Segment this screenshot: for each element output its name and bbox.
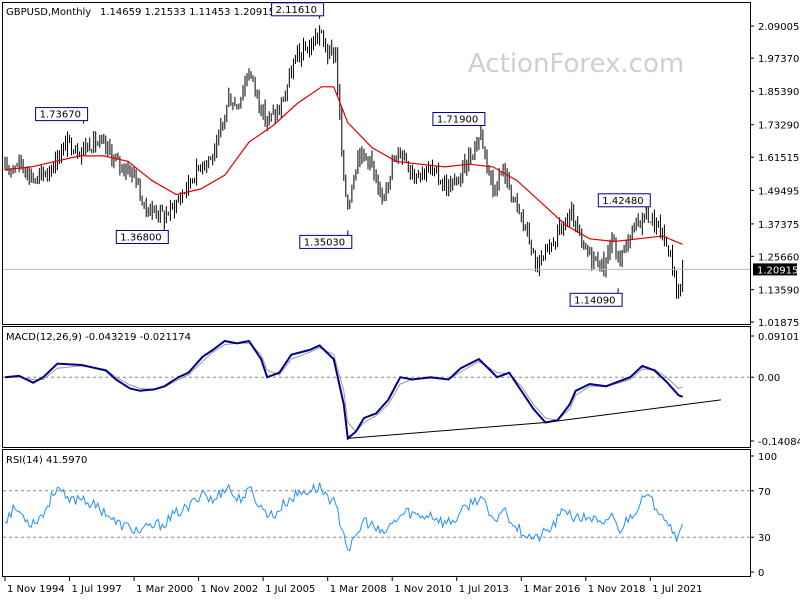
xtick-label-3: 1 Nov 2002 [201, 584, 259, 595]
price-panel-ohlc: 1.14659 1.21533 1.11453 1.20915 [100, 7, 275, 18]
rsi-ytick-label-0: 100 [758, 452, 777, 463]
macd-trendline-1 [545, 399, 721, 423]
annotation-box-6 [597, 193, 651, 208]
price-ytick-label-0: 2.09005 [758, 22, 799, 33]
price-ytick-label-3: 1.73290 [758, 121, 799, 132]
annotation-label-1: 1.36800 [120, 233, 161, 244]
price-ytick-label-9: 1.01875 [758, 318, 799, 329]
annotation-box-2 [271, 2, 325, 17]
macd-ytick-label-1: 0.00 [758, 373, 780, 384]
axis-layer: 2.09005 1.97370 1.85390 1.73290 1.61515 1.494… [4, 22, 800, 595]
annotation-label-6: 1.42480 [602, 196, 643, 207]
macd-trendline-0 [347, 422, 546, 439]
annotation-label-0: 1.73670 [40, 110, 81, 121]
price-ytick-label-4: 1.61515 [758, 153, 799, 164]
price-ytick-label-2: 1.85390 [758, 87, 799, 98]
xtick-label-6: 1 Nov 2010 [394, 584, 452, 595]
annotation-label-4: 1.71900 [437, 115, 478, 126]
xtick-label-0: 1 Nov 1994 [7, 584, 65, 595]
annotation-box-4 [432, 112, 486, 126]
price-ytick-label-8: 1.13590 [758, 286, 799, 297]
rsi-line [4, 482, 684, 552]
macd-signal-line [5, 342, 683, 433]
rsi-ytick-label-3: 0 [758, 568, 764, 579]
last-price-tag [753, 263, 797, 276]
price-ytick-label-1: 1.97370 [758, 54, 799, 65]
annotation-box-3 [299, 234, 353, 249]
xtick-label-1: 1 Jul 1997 [72, 584, 122, 595]
xtick-label-8: 1 Mar 2016 [523, 584, 580, 595]
moving-average-line [4, 86, 683, 245]
macd-panel-title: MACD(12,26,9) -0.043219 -0.021174 [6, 332, 191, 343]
rsi-layer [3, 482, 750, 552]
annotation-box-1 [115, 230, 169, 244]
macd-ytick-label-2: -0.140843 [758, 437, 800, 448]
macd-panel-frame [2, 326, 751, 448]
price-panel-title: GBPUSD,Monthly [6, 7, 91, 18]
annotation-label-5: 1.14090 [574, 295, 615, 306]
rsi-panel-frame [2, 449, 751, 577]
annotation-label-2: 2.11610 [276, 5, 317, 16]
rsi-ytick-label-1: 70 [758, 487, 771, 498]
xtick-label-7: 1 Jul 2013 [459, 584, 509, 595]
price-layer: 1.20915 1.73670 1.36800 2.11610 1.35030 1.719… [3, 2, 798, 307]
xtick-label-10: 1 Jul 2021 [652, 584, 702, 595]
xtick-label-9: 1 Nov 2018 [588, 584, 646, 595]
price-ytick-label-6: 1.37375 [758, 220, 799, 231]
last-price-label: 1.20915 [757, 265, 798, 276]
macd-layer [3, 339, 750, 441]
macd-ytick-label-0: 0.091015 [758, 332, 800, 343]
xtick-label-5: 1 Mar 2008 [330, 584, 387, 595]
annotation-box-0 [35, 107, 89, 122]
xtick-label-2: 1 Mar 2000 [136, 584, 193, 595]
price-ytick-label-5: 1.49495 [758, 186, 799, 197]
rsi-ytick-label-2: 30 [758, 533, 771, 544]
xtick-label-4: 1 Jul 2005 [265, 584, 315, 595]
annotation-label-3: 1.35030 [304, 237, 345, 248]
rsi-panel-title: RSI(14) 41.5970 [6, 455, 87, 466]
watermark: ActionForex.com [468, 49, 684, 79]
price-panel-frame [2, 2, 751, 325]
annotation-box-5 [569, 292, 623, 307]
price-ytick-label-7: 1.25660 [758, 252, 799, 263]
